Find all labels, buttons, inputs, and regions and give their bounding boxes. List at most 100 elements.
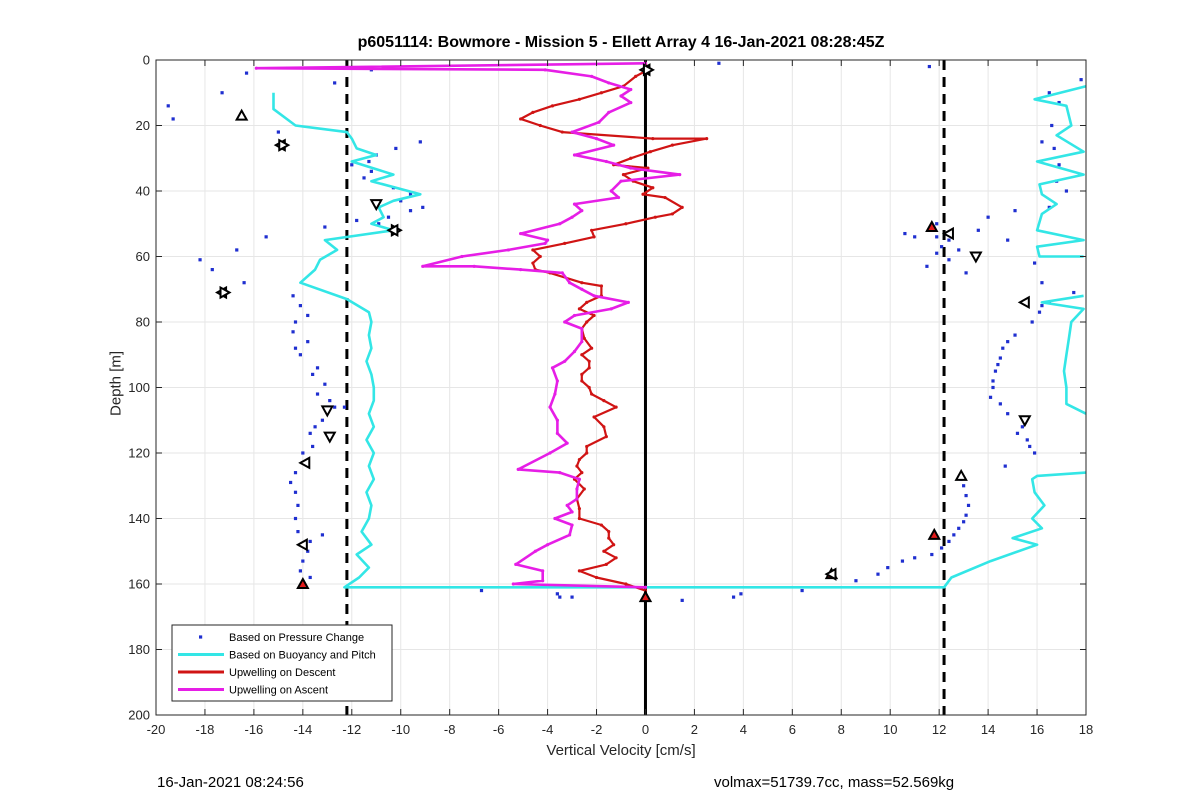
pressure-change-point bbox=[1013, 209, 1017, 213]
x-tick-label: 4 bbox=[740, 722, 747, 737]
y-tick-label: 80 bbox=[136, 315, 150, 330]
series-point bbox=[592, 235, 596, 239]
series-point bbox=[604, 159, 608, 164]
series-point bbox=[514, 562, 518, 566]
triangle-up-marker bbox=[638, 590, 653, 603]
pressure-change-point bbox=[328, 399, 332, 403]
pressure-change-point bbox=[394, 146, 398, 151]
triangle-down-marker bbox=[969, 251, 983, 264]
pressure-change-point bbox=[1057, 163, 1061, 167]
pressure-change-point bbox=[1047, 205, 1051, 209]
series-point bbox=[580, 379, 584, 383]
series-point bbox=[609, 307, 613, 311]
series-point bbox=[602, 425, 606, 429]
series-point bbox=[626, 300, 630, 304]
pressure-change-point bbox=[1050, 123, 1054, 128]
pressure-change-point bbox=[311, 372, 315, 376]
pressure-change-point bbox=[293, 490, 298, 494]
pressure-change-point bbox=[964, 493, 968, 498]
series-point bbox=[585, 444, 589, 449]
pressure-change-point bbox=[320, 418, 325, 422]
series-point bbox=[538, 123, 542, 128]
series-point bbox=[585, 320, 589, 324]
series-point bbox=[604, 435, 608, 439]
pressure-change-point bbox=[367, 159, 371, 164]
pressure-change-point bbox=[952, 533, 956, 537]
pressure-change-point bbox=[1033, 261, 1037, 265]
pressure-change-point bbox=[479, 588, 484, 593]
series-point bbox=[568, 281, 572, 285]
series-point bbox=[541, 579, 545, 583]
series-point bbox=[519, 231, 523, 236]
pressure-change-point bbox=[964, 513, 968, 517]
pressure-change-point bbox=[940, 245, 944, 249]
pressure-change-point bbox=[210, 268, 214, 272]
triangle-right-marker bbox=[219, 285, 232, 300]
series-point bbox=[587, 366, 591, 370]
x-tick-label: 10 bbox=[883, 722, 897, 737]
pressure-change-point bbox=[558, 595, 562, 599]
pressure-change-point bbox=[362, 176, 366, 180]
pressure-change-point bbox=[800, 588, 804, 593]
pressure-change-point bbox=[988, 395, 993, 399]
pressure-change-point bbox=[291, 330, 295, 334]
series-point bbox=[572, 349, 577, 354]
y-tick-label: 0 bbox=[143, 53, 150, 68]
legend-label: Upwelling on Ascent bbox=[229, 685, 328, 697]
series-point bbox=[555, 431, 559, 435]
pressure-change-point bbox=[291, 294, 295, 298]
series-point bbox=[651, 137, 655, 141]
upwelling-on-descent-line bbox=[519, 62, 708, 592]
pressure-change-point bbox=[408, 192, 413, 196]
pressure-change-point bbox=[386, 215, 391, 219]
x-tick-label: -16 bbox=[244, 722, 263, 737]
series-point bbox=[565, 441, 569, 445]
series-point bbox=[585, 451, 589, 455]
pressure-change-point bbox=[1052, 146, 1056, 151]
y-tick-label: 100 bbox=[128, 380, 150, 395]
pressure-change-point bbox=[976, 228, 980, 232]
series-point bbox=[575, 464, 579, 468]
pressure-change-point bbox=[966, 503, 971, 507]
series-point bbox=[580, 471, 584, 475]
pressure-change-point bbox=[242, 281, 246, 285]
triangle-down-marker bbox=[323, 431, 337, 444]
pressure-change-point bbox=[333, 405, 337, 409]
series-point bbox=[643, 585, 648, 589]
series-point bbox=[545, 543, 550, 547]
series-point bbox=[580, 353, 584, 357]
x-tick-label: 16 bbox=[1030, 722, 1044, 737]
pressure-change-point bbox=[913, 556, 917, 560]
grid-layer bbox=[155, 59, 1087, 716]
pressure-change-point bbox=[1020, 425, 1024, 429]
pressure-change-point bbox=[313, 425, 317, 429]
pressure-change-point bbox=[276, 130, 280, 134]
pressure-change-point bbox=[408, 209, 413, 213]
series-point bbox=[607, 110, 611, 114]
triangle-right-marker bbox=[278, 138, 291, 152]
pressure-change-point bbox=[900, 559, 905, 563]
series-point bbox=[614, 556, 618, 560]
series-point bbox=[577, 457, 581, 462]
series-point bbox=[553, 516, 557, 521]
series-point bbox=[516, 467, 520, 471]
series-point bbox=[670, 143, 674, 147]
pressure-change-point bbox=[947, 238, 951, 242]
pressure-change-point bbox=[1033, 451, 1037, 455]
pressure-change-point bbox=[1030, 320, 1034, 324]
pressure-change-point bbox=[940, 546, 944, 550]
series-point bbox=[563, 241, 567, 245]
series-point bbox=[577, 516, 581, 521]
series-point bbox=[575, 487, 579, 491]
triangle-up-marker bbox=[234, 108, 249, 121]
series-point bbox=[577, 307, 581, 311]
series-point bbox=[543, 241, 547, 245]
series-point bbox=[538, 254, 542, 259]
series-point bbox=[634, 74, 638, 78]
series-point bbox=[621, 173, 626, 177]
pressure-change-point bbox=[323, 382, 327, 386]
series-point bbox=[580, 326, 584, 331]
pressure-change-point bbox=[1028, 444, 1032, 449]
pressure-change-point bbox=[927, 64, 931, 69]
series-point bbox=[612, 143, 616, 147]
